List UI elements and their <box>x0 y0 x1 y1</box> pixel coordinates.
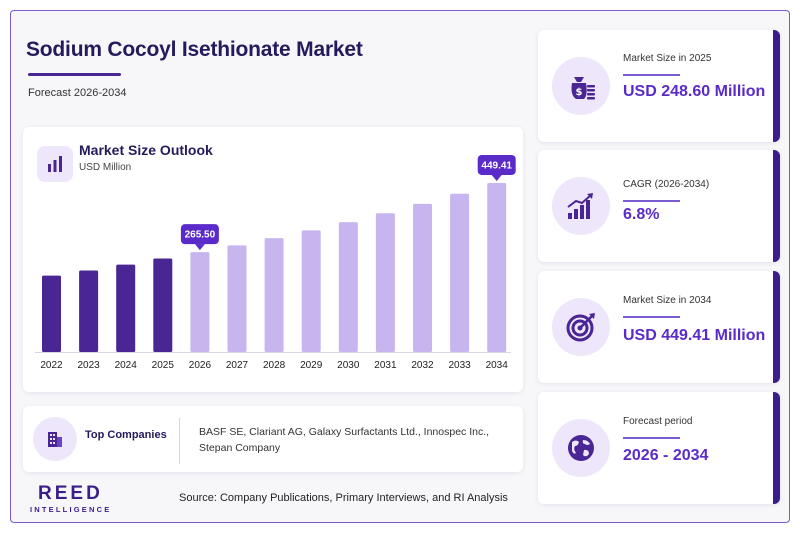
kpi-card-market-size-2034: Market Size in 2034 USD 449.41 Million <box>538 271 780 383</box>
kpi-label: Market Size in 2034 <box>623 295 712 306</box>
bar-2024 <box>116 264 136 352</box>
kpi-card-cagr: CAGR (2026-2034) 6.8% <box>538 150 780 262</box>
svg-text:265.50: 265.50 <box>185 230 216 241</box>
bar-2030 <box>338 222 358 352</box>
bar-2032 <box>413 203 432 352</box>
bar-2028 <box>264 238 284 352</box>
svg-text:449.41: 449.41 <box>481 160 512 171</box>
globe-icon <box>552 419 610 477</box>
x-tick-label: 2024 <box>115 360 138 371</box>
bar-chart-icon <box>37 146 73 182</box>
kpi-label: CAGR (2026-2034) <box>623 179 710 190</box>
bar-2031 <box>375 213 395 352</box>
bar-2023 <box>79 270 99 352</box>
top-companies-card <box>23 406 523 472</box>
page-subtitle: Forecast 2026-2034 <box>28 87 127 99</box>
page-title: Sodium Cocoyl Isethionate Market <box>26 38 363 61</box>
companies-divider <box>179 418 180 464</box>
brand-logo-text: REED <box>38 483 103 504</box>
building-icon <box>33 417 77 461</box>
kpi-value: 2026 - 2034 <box>623 447 709 464</box>
kpi-rule <box>623 316 680 318</box>
bar-2029 <box>301 230 321 352</box>
title-underline <box>28 73 121 76</box>
brand-logo-subtext: INTELLIGENCE <box>30 505 112 514</box>
x-tick-label: 2028 <box>263 360 286 371</box>
kpi-value: USD 449.41 Million <box>623 327 766 344</box>
x-tick-label: 2022 <box>40 360 63 371</box>
target-icon <box>552 298 610 356</box>
bar-2022 <box>42 275 61 352</box>
x-tick-label: 2032 <box>411 360 434 371</box>
market-size-bar-chart: 2022 2023 2024 2025 2026 2027 2028 2029 2030 2031… <box>35 154 516 371</box>
bar-2034 <box>487 182 507 352</box>
x-tick-label: 2030 <box>337 360 360 371</box>
data-label-2026: 265.50 <box>180 224 219 251</box>
kpi-rule <box>623 74 680 76</box>
money-bag-icon: $ <box>552 57 610 115</box>
chart-title: Market Size Outlook <box>79 142 213 158</box>
kpi-label: Forecast period <box>623 416 693 427</box>
kpi-label: Market Size in 2025 <box>623 53 712 64</box>
x-tick-label: 2027 <box>226 360 249 371</box>
kpi-card-forecast-period: Forecast period 2026 - 2034 <box>538 392 780 504</box>
x-tick-label: 2031 <box>374 360 397 371</box>
x-tick-label: 2029 <box>300 360 323 371</box>
top-companies-list: BASF SE, Clariant AG, Galaxy Surfactants… <box>199 426 490 454</box>
source-note: Source: Company Publications, Primary In… <box>179 492 508 504</box>
bar-2033 <box>450 193 470 352</box>
bar-2027 <box>227 245 247 352</box>
growth-chart-icon <box>552 177 610 235</box>
top-companies-label: Top Companies <box>85 429 167 441</box>
kpi-value: 6.8% <box>623 206 660 223</box>
bar-2026 <box>190 252 210 352</box>
x-tick-label: 2023 <box>77 360 100 371</box>
kpi-rule <box>623 200 680 202</box>
x-tick-label: 2026 <box>189 360 212 371</box>
x-tick-label: 2025 <box>152 360 175 371</box>
kpi-card-market-size-2025: $ Market Size in 2025 USD 248.60 Million <box>538 30 780 142</box>
kpi-rule <box>623 437 680 439</box>
chart-unit-label: USD Million <box>79 162 132 173</box>
bar-2025 <box>153 258 173 352</box>
kpi-value: USD 248.60 Million <box>623 83 766 100</box>
data-label-2034: 449.41 <box>477 154 516 181</box>
x-tick-label: 2033 <box>448 360 471 371</box>
svg-text:$: $ <box>576 87 583 98</box>
x-tick-label: 2034 <box>486 360 509 371</box>
